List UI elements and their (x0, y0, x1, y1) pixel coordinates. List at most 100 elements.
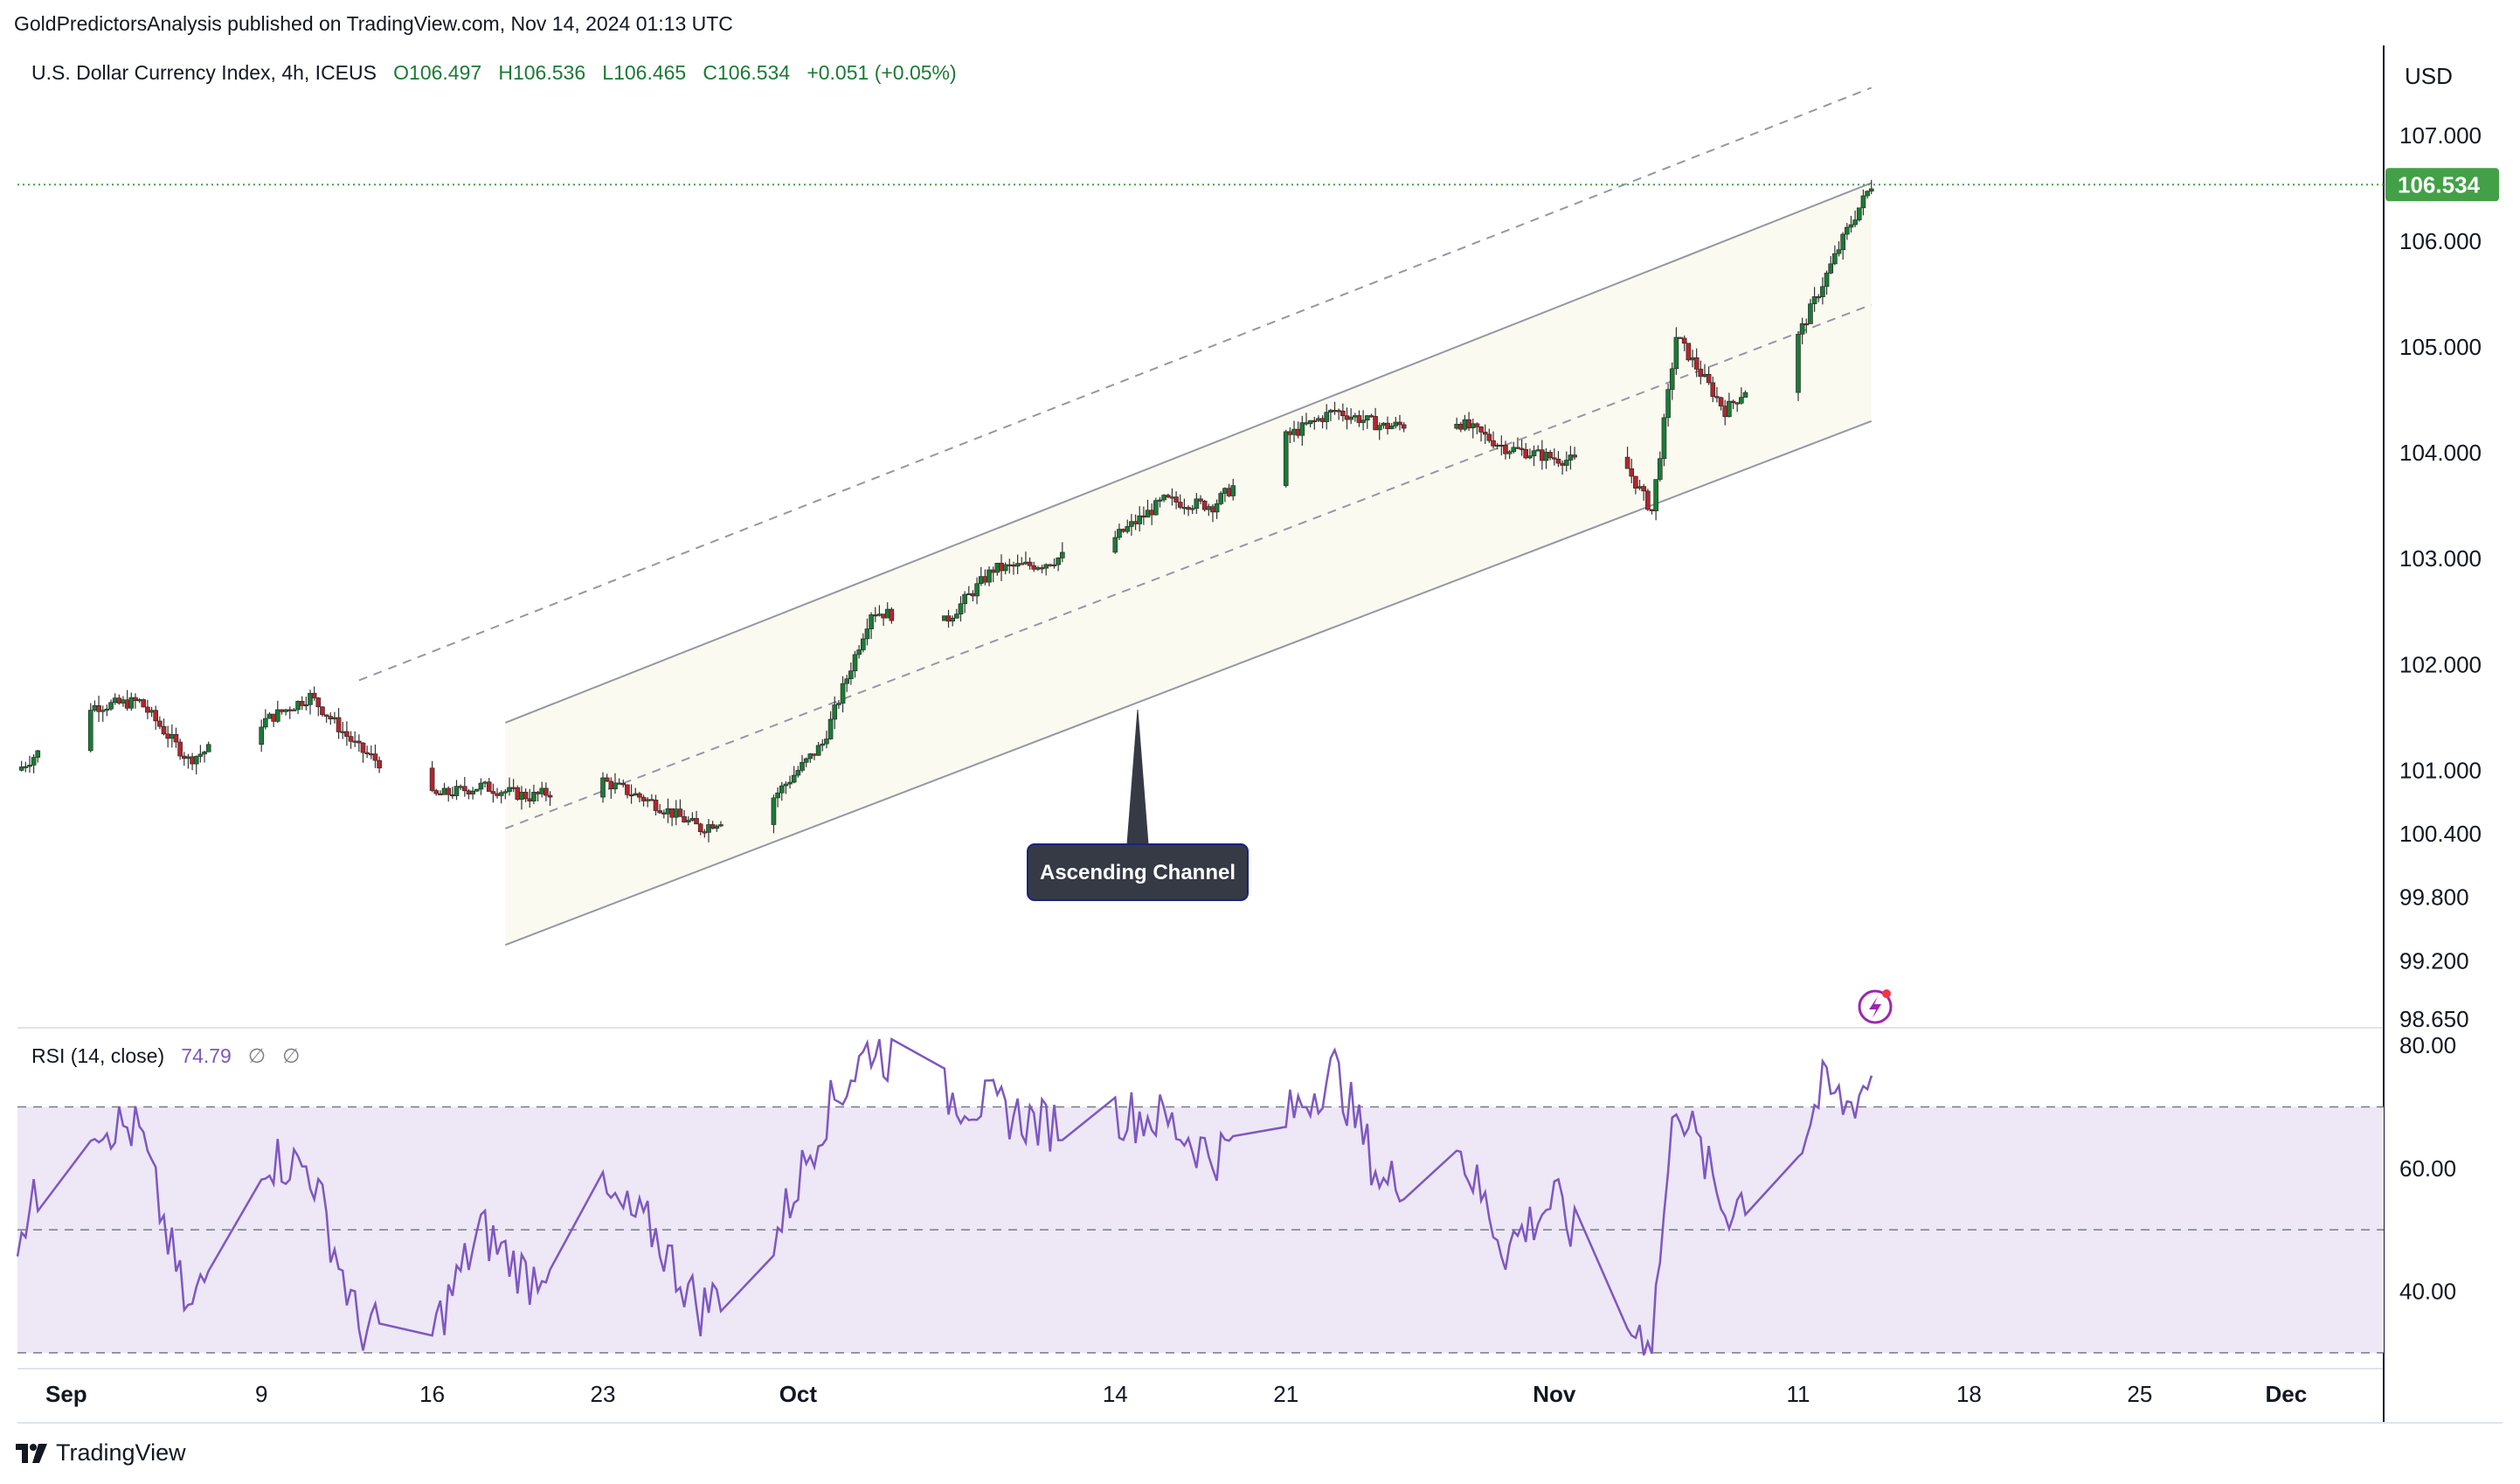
candle-body (1454, 424, 1459, 429)
time-tick-label: Nov (1533, 1381, 1576, 1407)
candle-body (1222, 488, 1228, 494)
candle-body (1706, 373, 1712, 384)
candle-body (1120, 529, 1126, 532)
rsi-axis[interactable]: 80.00 60.00 40.00 (2399, 1032, 2456, 1304)
channel-middle-dashed-line[interactable] (504, 303, 1873, 829)
candle-body (661, 812, 667, 815)
candle-body (608, 780, 614, 790)
price-tick-label: 101.000 (2399, 757, 2482, 783)
candle-body (1678, 336, 1683, 339)
candle-body (710, 824, 716, 829)
candle-body (970, 593, 976, 597)
candle-body (121, 699, 126, 704)
candle-body (1702, 373, 1707, 378)
candle-body (495, 793, 500, 796)
candle-body (1796, 334, 1801, 393)
candle-body (153, 710, 158, 722)
candle-body (1299, 422, 1305, 436)
candle-body (1535, 449, 1540, 452)
candle-body (1811, 296, 1817, 304)
candle-body (966, 593, 972, 595)
time-axis[interactable]: Sep 9 16 23 Oct 14 21 Nov 11 18 25 Dec (45, 1381, 2307, 1407)
candle-body (718, 824, 723, 827)
candle-body (149, 710, 155, 713)
time-tick-label: Sep (45, 1381, 87, 1407)
candle-body (185, 756, 191, 759)
candle-body (836, 703, 841, 705)
candle-body (1137, 515, 1143, 524)
callout-label: Ascending Channel (1040, 861, 1236, 884)
currency-button[interactable]: USD (2405, 63, 2453, 89)
rsi-tick-label: 80.00 (2399, 1032, 2456, 1058)
price-tick-label: 107.000 (2399, 122, 2482, 149)
price-tick-label: 105.000 (2399, 334, 2482, 360)
symbol-legend: U.S. Dollar Currency Index, 4h, ICEUS O1… (31, 61, 957, 85)
candle-body (502, 791, 509, 794)
candle-body (1686, 343, 1692, 361)
candle-body (1739, 397, 1744, 404)
candle-body (190, 756, 195, 765)
candle-body (1645, 490, 1651, 510)
candle-body (1177, 502, 1183, 508)
ohlc-change: +0.051 (+0.05%) (807, 61, 957, 84)
candle-body (852, 654, 858, 671)
candle-body (274, 709, 280, 722)
candle-body (133, 697, 138, 701)
candle-body (1117, 529, 1122, 538)
rsi-title[interactable]: RSI (14, close) (31, 1044, 165, 1067)
candle-body (1157, 499, 1163, 502)
candle-body (315, 697, 322, 708)
price-tick-label: 103.000 (2399, 545, 2482, 572)
candle-body (441, 787, 447, 795)
candle-body (486, 781, 492, 792)
candle-body (1397, 421, 1402, 426)
rsi-legend: RSI (14, close) 74.79 ∅ ∅ (31, 1044, 300, 1068)
price-axis[interactable]: 107.000 106.000 105.000 104.000 103.000 102.0… (2399, 122, 2482, 1032)
symbol-name[interactable]: U.S. Dollar Currency Index, 4h, ICEUS (31, 61, 377, 84)
candle-body (1198, 498, 1203, 502)
candle-body (372, 753, 378, 761)
candle-body (685, 820, 691, 822)
candle-body (1820, 286, 1825, 297)
price-tick-label: 100.400 (2399, 821, 2482, 847)
candle-body (1344, 415, 1350, 420)
candle-body (1056, 558, 1061, 565)
price-tick-label: 104.000 (2399, 440, 2482, 466)
price-tick-label: 99.200 (2399, 947, 2469, 974)
candle-body (990, 569, 996, 573)
candle-body (978, 576, 984, 585)
candle-body (1312, 420, 1318, 422)
tradingview-logo[interactable]: TradingView (16, 1439, 186, 1467)
candle-body (510, 787, 516, 789)
attribution-text: GoldPredictorsAnalysis published on Trad… (14, 12, 733, 35)
time-tick-label: 18 (1956, 1381, 1982, 1407)
candle-body (299, 701, 305, 706)
candle-body (1457, 424, 1464, 430)
candle-body (1287, 431, 1293, 435)
candle-body (1201, 501, 1208, 510)
candle-body (1051, 564, 1057, 566)
candle-body (1181, 507, 1187, 510)
candle-body (689, 818, 696, 821)
channel-lines[interactable] (358, 87, 1873, 947)
candle-body (539, 787, 545, 794)
candle-body (287, 709, 293, 711)
channel-lower-line[interactable] (504, 420, 1873, 947)
candle-body (1547, 452, 1553, 459)
candle-body (462, 786, 467, 792)
candle-body (1141, 515, 1146, 518)
candle-body (1714, 396, 1720, 399)
time-tick-label: 9 (255, 1381, 267, 1407)
candle-body (1011, 565, 1016, 567)
candle-body (962, 593, 967, 605)
lightning-icon[interactable] (1858, 989, 1893, 1024)
candle-body (1393, 421, 1399, 426)
channel-upper-dashed-line[interactable] (358, 87, 1873, 682)
candle-body (1865, 191, 1870, 197)
candle-body (677, 808, 683, 817)
candle-body (92, 705, 98, 711)
time-tick-label: 25 (2127, 1381, 2152, 1407)
channel-upper-line[interactable] (504, 182, 1873, 724)
ascending-channel-callout[interactable]: Ascending Channel (1027, 709, 1249, 901)
